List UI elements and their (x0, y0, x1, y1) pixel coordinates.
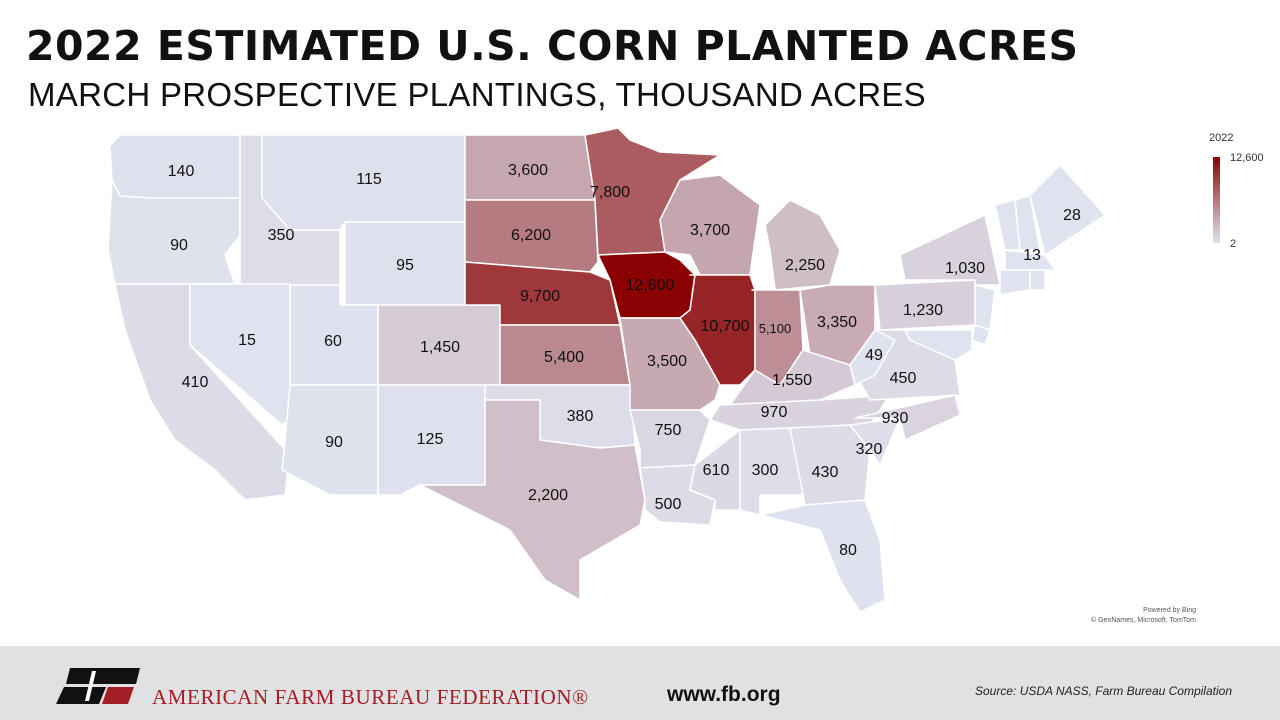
org-name: AMERICAN FARM BUREAU FEDERATION® (152, 685, 589, 709)
state-value-label-sc: 320 (856, 441, 883, 458)
legend-max-label: 12,600 (1230, 152, 1264, 164)
page-subtitle: MARCH PROSPECTIVE PLANTINGS, THOUSAND AC… (28, 76, 926, 113)
state-value-label-wi: 3,700 (690, 222, 730, 239)
state-value-label-oh: 3,350 (817, 314, 857, 331)
state-value-label-tx: 2,200 (528, 487, 568, 504)
state-region-ri[interactable] (1029, 269, 1046, 291)
state-value-label-wy: 95 (396, 257, 414, 274)
state-value-label-ky: 1,550 (772, 372, 812, 389)
state-value-label-ga: 430 (812, 464, 839, 481)
state-value-label-sd: 6,200 (511, 227, 551, 244)
state-value-label-az: 90 (325, 434, 343, 451)
state-value-label-nd: 3,600 (508, 162, 548, 179)
legend-color-ramp (1213, 157, 1220, 243)
footer-bar: AMERICAN FARM BUREAU FEDERATION® www.fb.… (0, 646, 1280, 720)
state-value-label-me: 28 (1063, 207, 1081, 224)
state-value-label-ar: 750 (655, 422, 682, 439)
state-value-label-ut: 60 (324, 333, 342, 350)
state-value-label-tn: 970 (761, 404, 788, 421)
state-region-il[interactable] (679, 274, 756, 386)
state-value-label-ms: 610 (703, 462, 730, 479)
state-value-label-mi: 2,250 (785, 257, 825, 274)
state-value-label-il: 10,700 (701, 318, 750, 335)
state-value-label-nv: 15 (238, 332, 256, 349)
state-region-wv[interactable] (849, 329, 896, 386)
website-link[interactable]: www.fb.org (667, 683, 781, 706)
state-region-ma[interactable] (1004, 249, 1056, 271)
page-title: 2022 ESTIMATED U.S. CORN PLANTED ACRES (26, 22, 1079, 70)
state-value-label-nm: 125 (417, 431, 444, 448)
state-region-nh[interactable] (1014, 194, 1041, 251)
map-attribution: Powered by Bing © GeoNames, Microsoft, T… (1091, 606, 1196, 626)
state-region-ga[interactable] (789, 424, 871, 506)
state-value-label-mn: 7,800 (590, 184, 630, 201)
state-value-label-vt: 13 (1023, 247, 1041, 264)
state-value-label-ne: 9,700 (520, 288, 560, 305)
source-note: Source: USDA NASS, Farm Bureau Compilati… (975, 684, 1232, 698)
legend-min-label: 2 (1230, 238, 1237, 250)
state-region-sd[interactable] (464, 199, 599, 273)
state-value-label-pa: 1,230 (903, 302, 943, 319)
us-choropleth-map: 140 90 410 350 15 115 95 60 90 1,450 125 3,600 6,200… (107, 127, 1106, 613)
state-region-nc[interactable] (854, 394, 961, 441)
fb-logo-icon (56, 668, 140, 704)
state-region-mi[interactable] (764, 199, 841, 291)
state-value-label-la: 500 (655, 496, 682, 513)
state-value-label-ok: 380 (567, 408, 594, 425)
state-value-label-in: 5,100 (759, 321, 792, 336)
state-value-label-wv: 49 (865, 347, 883, 364)
attribution-sources: © GeoNames, Microsoft, TomTom (1091, 617, 1196, 624)
state-region-me[interactable] (1029, 164, 1106, 256)
state-value-label-wa: 140 (168, 163, 195, 180)
state-value-label-mo: 3,500 (647, 353, 687, 370)
state-value-label-co: 1,450 (420, 339, 460, 356)
state-value-label-id: 350 (268, 227, 295, 244)
state-value-label-ks: 5,400 (544, 349, 584, 366)
state-value-label-al: 300 (752, 462, 779, 479)
state-shapes (107, 127, 1106, 613)
state-value-label-or: 90 (170, 237, 188, 254)
state-region-md[interactable] (904, 329, 973, 361)
state-region-ct[interactable] (999, 269, 1031, 296)
state-region-tx[interactable] (419, 399, 646, 601)
state-value-label-ca: 410 (182, 374, 209, 391)
attribution-powered-by: Powered by Bing (1143, 607, 1196, 614)
state-region-nj[interactable] (974, 284, 996, 331)
state-region-ar[interactable] (629, 409, 711, 469)
state-value-label-mt: 115 (356, 171, 382, 188)
state-value-label-va: 450 (890, 370, 917, 387)
state-region-de[interactable] (971, 324, 991, 346)
state-value-label-nc: 930 (882, 410, 909, 427)
state-value-label-ia: 12,600 (626, 277, 675, 294)
state-region-sc[interactable] (849, 417, 901, 466)
state-value-labels: 140 90 410 350 15 115 95 60 90 1,450 125 3,600 6,200… (168, 162, 1081, 559)
state-value-label-fl: 80 (839, 542, 857, 559)
legend-year: 2022 (1209, 132, 1234, 144)
state-region-fl[interactable] (759, 499, 886, 613)
state-value-label-ny: 1,030 (945, 260, 985, 277)
